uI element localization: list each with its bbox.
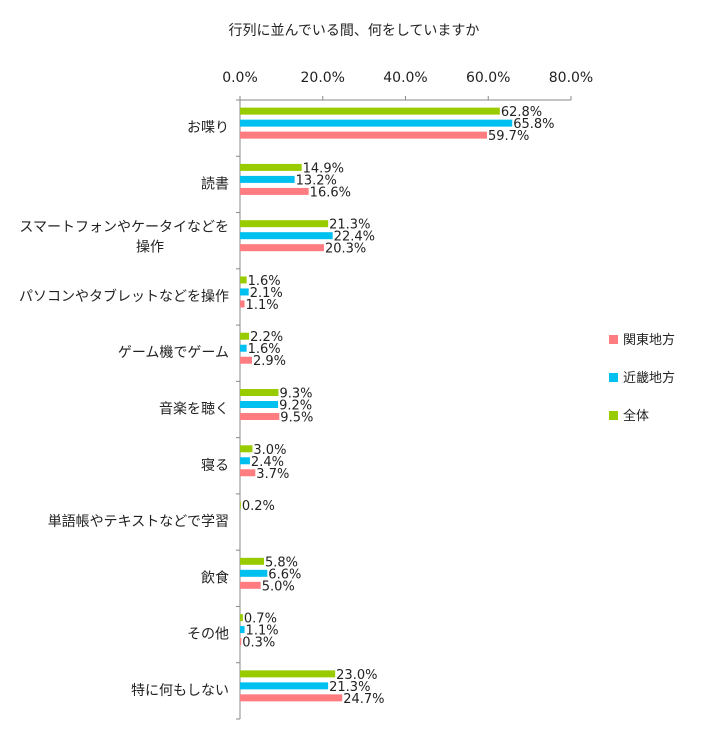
bar <box>240 276 247 284</box>
data-label: 1.6% <box>248 342 281 357</box>
bar <box>240 119 513 127</box>
bar <box>240 401 279 408</box>
chart-title: 行列に並んでいる間、何をしていますか <box>229 23 480 39</box>
data-label: 13.2% <box>296 173 337 188</box>
data-label: 22.4% <box>334 230 375 245</box>
data-label: 65.8% <box>513 117 554 132</box>
bar <box>240 469 256 477</box>
category-label: 寝る <box>201 457 229 474</box>
data-label: 5.0% <box>262 579 295 594</box>
bar <box>240 356 252 364</box>
legend-swatch <box>609 411 618 420</box>
data-label: 2.9% <box>253 354 286 369</box>
bar <box>240 187 309 195</box>
data-label: 24.7% <box>343 692 384 707</box>
category-label: スマートフォンやケータイなどを操作 <box>19 220 229 256</box>
bar <box>240 626 245 634</box>
data-label: 9.3% <box>279 387 312 402</box>
bar <box>240 557 264 565</box>
legend-swatch <box>609 373 618 382</box>
bar <box>240 300 245 308</box>
category-label: 単語帳やテキストなどで学習 <box>48 514 229 530</box>
bar <box>240 445 253 453</box>
data-label: 0.3% <box>242 636 275 651</box>
x-tick-label: 60.0% <box>466 70 510 86</box>
data-label: 3.7% <box>256 467 289 482</box>
legend-swatch <box>609 335 618 344</box>
category-label: 飲食 <box>201 569 229 586</box>
data-label: 21.3% <box>329 218 370 233</box>
data-label: 2.1% <box>250 286 283 301</box>
data-label: 3.0% <box>253 443 286 458</box>
bar <box>240 457 250 465</box>
data-label: 9.5% <box>280 411 313 426</box>
data-label: 2.2% <box>250 330 283 345</box>
bar <box>240 220 329 228</box>
bar <box>240 569 268 577</box>
data-label: 1.1% <box>246 624 279 639</box>
data-label: 23.0% <box>336 668 377 683</box>
bar <box>240 501 241 509</box>
bars-layer <box>240 107 513 702</box>
data-label: 20.3% <box>325 242 366 257</box>
bar <box>240 232 333 240</box>
data-label: 0.7% <box>244 612 277 627</box>
bar <box>240 389 279 396</box>
category-label: 音楽を聴く <box>159 401 229 418</box>
data-labels-layer: 62.8%65.8%59.7%14.9%13.2%16.6%21.3%22.4%… <box>242 105 555 707</box>
data-label: 9.2% <box>279 399 312 414</box>
data-label: 21.3% <box>329 680 370 695</box>
data-label: 0.2% <box>242 499 275 514</box>
bar <box>240 694 343 702</box>
bar <box>240 244 324 252</box>
x-tick-label: 80.0% <box>549 70 593 86</box>
category-label: 特に何もしない <box>131 683 229 699</box>
bar <box>240 131 488 139</box>
bar <box>240 614 243 622</box>
bar <box>240 332 250 340</box>
category-label: 読書 <box>201 175 229 192</box>
bar <box>240 344 247 352</box>
data-label: 6.6% <box>268 567 301 582</box>
category-label: その他 <box>187 627 229 643</box>
data-label: 1.1% <box>246 298 279 313</box>
bar <box>240 107 500 115</box>
bar <box>240 288 249 296</box>
bar <box>240 682 329 690</box>
bar <box>240 581 261 589</box>
bar <box>240 163 302 171</box>
data-label: 2.4% <box>251 455 284 470</box>
data-label: 59.7% <box>488 129 529 144</box>
category-label: お喋り <box>187 120 229 136</box>
bar <box>240 670 336 678</box>
legend-label: 全体 <box>623 408 649 424</box>
data-label: 5.8% <box>265 555 298 570</box>
x-tick-label: 0.0% <box>222 70 258 86</box>
category-label: パソコンやタブレットなどを操作 <box>19 288 229 305</box>
bar <box>240 175 295 183</box>
bar <box>240 638 242 646</box>
x-tick-label: 40.0% <box>383 70 427 86</box>
data-label: 14.9% <box>303 161 344 176</box>
legend-label: 関東地方 <box>623 332 675 348</box>
x-tick-label: 20.0% <box>301 70 345 86</box>
data-label: 62.8% <box>501 105 542 120</box>
axis-layer: 0.0% 20.0% 40.0% 60.0% 80.0% <box>222 70 593 720</box>
category-label: ゲーム機でゲーム <box>118 345 229 361</box>
bar <box>240 413 280 420</box>
data-label: 1.6% <box>248 274 281 289</box>
data-label: 16.6% <box>310 185 351 200</box>
legend-label: 近畿地方 <box>623 370 675 386</box>
category-labels-layer: お喋り読書スマートフォンやケータイなどを操作パソコンやタブレットなどを操作ゲーム… <box>19 120 229 699</box>
